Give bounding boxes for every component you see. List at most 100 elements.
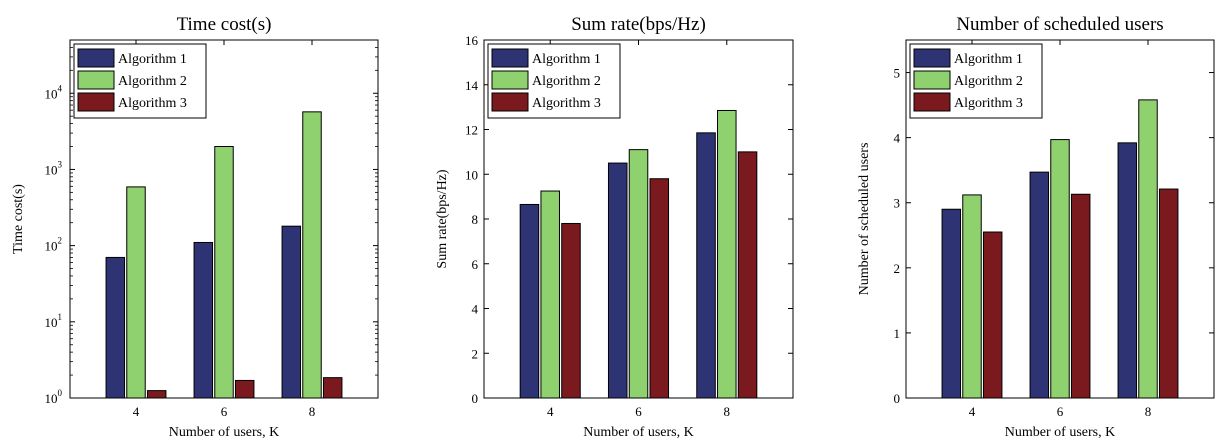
y-tick-label-base: 10 [45,391,58,406]
x-tick-label: 8 [724,404,731,419]
legend-entry: Algorithm 3 [118,96,187,111]
legend-swatch [77,92,115,112]
bar [214,146,234,399]
bar [519,203,540,399]
bar [302,111,322,399]
x-tick-label: 6 [635,404,642,419]
x-tick-label: 4 [547,404,554,419]
y-tick-label: 12 [465,123,478,138]
y-axis-label: Time cost(s) [11,184,26,254]
y-tick-label: 104 [45,83,63,101]
legend-swatch [913,48,951,68]
x-tick-label: 6 [221,404,228,419]
y-tick-label: 14 [465,78,479,93]
legend-entry: Algorithm 1 [118,52,187,67]
chart-panel-3: Number of scheduled users Number of users… [857,14,1215,440]
y-tick-label: 4 [894,131,901,146]
y-tick-label: 16 [465,33,479,48]
legend-entry: Algorithm 2 [954,74,1023,89]
y-tick-label: 1 [894,326,901,341]
y-tick-label: 10 [465,167,478,182]
y-tick-label: 5 [894,66,901,81]
bar [126,186,146,399]
legend-entry: Algorithm 3 [954,96,1023,111]
x-tick-label: 8 [1145,404,1152,419]
bar [737,151,758,399]
bar [1158,188,1179,399]
bar [1138,99,1158,399]
legend-entry: Algorithm 1 [954,52,1023,67]
bar [1070,193,1091,399]
bar [105,256,126,399]
bar [717,109,737,399]
bar [628,149,649,399]
y-tick-label-base: 10 [45,162,58,177]
bar [1029,171,1050,399]
y-axis-label: Number of scheduled users [857,143,872,296]
y-tick-label: 3 [894,196,901,211]
bar [607,162,628,399]
y-tick-label-exponent: 4 [58,83,63,93]
legend-swatch [913,70,951,90]
legend: Algorithm 1 Algorithm 2 Algorithm 3 [73,43,207,119]
chart-title: Number of scheduled users [956,14,1163,35]
y-tick-label-exponent: 1 [58,312,63,322]
y-tick-label-base: 10 [45,86,58,101]
y-tick-label-exponent: 2 [58,236,63,246]
bar [146,390,167,399]
chart-panel-1: Time cost(s) Number of users, K Time cost(… [11,14,379,440]
x-tick-label: 4 [133,404,140,419]
bar [649,178,670,399]
y-tick-label: 6 [472,257,479,272]
y-tick-label-exponent: 0 [58,388,63,398]
bar [696,132,716,399]
legend-swatch [491,70,529,90]
x-tick-label: 6 [1057,404,1064,419]
legend: Algorithm 1 Algorithm 2 Algorithm 3 [909,43,1043,119]
legend-entry: Algorithm 1 [532,52,601,67]
legend-swatch [491,92,529,112]
x-tick-label: 8 [309,404,316,419]
y-tick-label: 2 [894,261,901,276]
bar [322,377,343,399]
y-tick-label-exponent: 3 [58,159,63,169]
bar [941,208,962,399]
x-axis-label: Number of users, K [169,425,279,440]
legend-swatch [77,70,115,90]
bar [1050,139,1070,399]
y-tick-label: 101 [45,312,63,330]
bar [234,379,255,399]
legend-entry: Algorithm 2 [532,74,601,89]
bar [540,190,560,399]
chart-title: Sum rate(bps/Hz) [571,14,706,35]
x-axis-label: Number of users, K [583,425,693,440]
x-tick-label: 4 [969,404,976,419]
legend-entry: Algorithm 3 [532,96,601,111]
legend-swatch [491,48,529,68]
legend: Algorithm 1 Algorithm 2 Algorithm 3 [487,43,621,119]
bar [561,222,581,399]
y-tick-label: 4 [472,302,479,317]
x-axis-label: Number of users, K [1005,425,1115,440]
y-tick-label: 100 [45,388,63,406]
y-tick-label: 0 [472,391,479,406]
bar [193,241,214,399]
chart-panel-2: Sum rate(bps/Hz) Number of users, K Sum ra… [435,14,794,440]
y-tick-label: 0 [894,391,901,406]
y-tick-label: 8 [472,212,479,227]
y-tick-label-base: 10 [45,239,58,254]
bar [962,194,982,399]
y-tick-label-base: 10 [45,315,58,330]
y-tick-label: 2 [472,346,479,361]
bar [281,225,302,399]
bar [1117,142,1138,399]
bar [982,231,1003,399]
chart-title: Time cost(s) [177,14,272,35]
y-tick-label: 102 [45,236,63,254]
legend-swatch [913,92,951,112]
y-tick-label: 103 [45,159,63,177]
legend-entry: Algorithm 2 [118,74,187,89]
legend-swatch [77,48,115,68]
y-axis-label: Sum rate(bps/Hz) [435,169,450,268]
